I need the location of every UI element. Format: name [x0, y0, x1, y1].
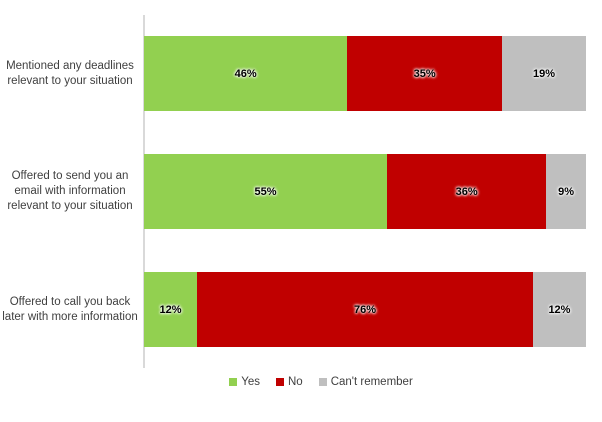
bar-segment-can-t-remember: 12% — [532, 272, 586, 347]
legend-item: Can't remember — [318, 376, 413, 388]
data-label: 9% — [558, 185, 575, 198]
category-label: Offered to call you back later with more… — [2, 295, 138, 323]
bar-segment-yes: 55% — [144, 154, 388, 229]
bar-segment-yes: 46% — [144, 36, 348, 111]
data-label: 12% — [548, 303, 571, 316]
bar-segment-can-t-remember: 9% — [546, 154, 586, 229]
data-label: 36% — [455, 185, 478, 198]
bar-row: 55% 36% 9% — [144, 154, 586, 229]
bar-row: 12% 76% 12% — [144, 272, 586, 347]
legend-item: Yes — [229, 376, 260, 388]
bar-row: 46% 35% 19% — [144, 36, 586, 111]
data-label: 19% — [532, 67, 555, 80]
legend: Yes No Can't remember — [0, 373, 602, 391]
data-label: 46% — [234, 67, 257, 80]
bar-segment-yes: 12% — [144, 272, 198, 347]
category-label: Offered to send you an email with inform… — [7, 170, 133, 212]
legend-swatch-icon — [229, 378, 238, 386]
bar-segment-no: 76% — [197, 272, 533, 347]
legend-label: No — [287, 376, 303, 388]
bar-segment-can-t-remember: 19% — [502, 36, 586, 111]
legend-swatch-icon — [275, 378, 284, 386]
legend-swatch-icon — [318, 378, 327, 386]
legend-item: No — [275, 376, 303, 388]
legend-label: Yes — [241, 376, 260, 388]
bar-segment-no: 35% — [347, 36, 502, 111]
data-label: 35% — [413, 67, 436, 80]
data-label: 12% — [159, 303, 182, 316]
data-label: 55% — [254, 185, 277, 198]
category-label: Mentioned any deadlines relevant to your… — [6, 59, 134, 87]
legend-label: Can't remember — [330, 376, 413, 388]
data-label: 76% — [353, 303, 376, 316]
bar-segment-no: 36% — [387, 154, 547, 229]
